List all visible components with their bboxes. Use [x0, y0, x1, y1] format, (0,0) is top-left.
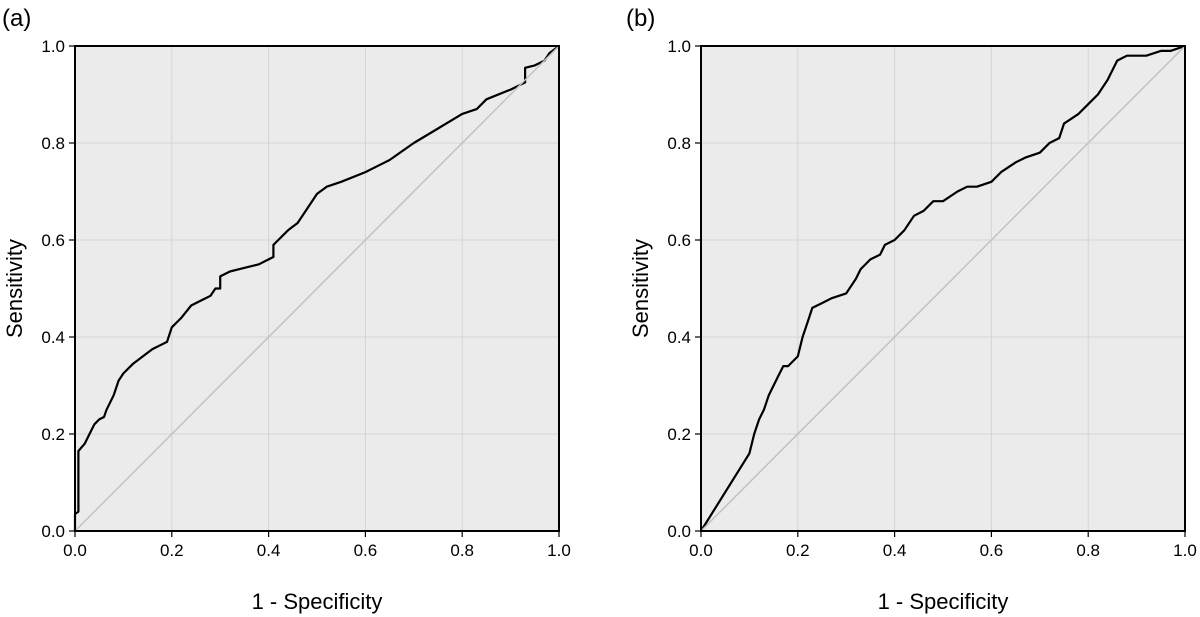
y-tick-label: 0.8	[41, 134, 65, 153]
panel-label: (b)	[626, 5, 655, 32]
x-tick-label: 0.2	[786, 541, 810, 560]
x-tick-label: 0.0	[63, 541, 87, 560]
roc-curve	[73, 45, 560, 531]
y-tick-label: 1.0	[41, 37, 65, 56]
y-tick-label: 0.6	[41, 231, 65, 250]
reference-line	[700, 45, 1186, 532]
y-tick-label: 0.0	[41, 522, 65, 541]
y-tick-label: 0.2	[41, 425, 65, 444]
x-tick-label: 0.4	[257, 541, 281, 560]
x-tick-label: 0.6	[980, 541, 1004, 560]
x-axis-label: 1 - Specificity	[252, 589, 383, 614]
y-tick-label: 0.2	[667, 425, 691, 444]
y-axis-label: Sensitivity	[2, 239, 27, 338]
y-tick-label: 0.0	[667, 522, 691, 541]
plot-frame	[700, 45, 1186, 532]
x-axis-label: 1 - Specificity	[878, 589, 1009, 614]
panel-label: (a)	[2, 5, 31, 32]
panel-b: 0.0 0.2 0.4 0.6 0.8 1.0 0.0 0.2 0.4 0.6 0.8 1.0 1 - …	[626, 5, 1197, 614]
plot-frame	[74, 45, 560, 532]
x-tick-label: 0.6	[354, 541, 378, 560]
x-tick-label: 1.0	[547, 541, 571, 560]
x-tick-label: 0.8	[450, 541, 474, 560]
reference-line	[74, 45, 560, 532]
x-tick-label: 0.8	[1076, 541, 1100, 560]
y-tick-label: 0.6	[667, 231, 691, 250]
y-tick-label: 0.4	[41, 328, 65, 347]
y-tick-label: 1.0	[667, 37, 691, 56]
y-tick-label: 0.8	[667, 134, 691, 153]
x-tick-label: 0.4	[883, 541, 907, 560]
x-tick-label: 0.0	[689, 541, 713, 560]
panel-a: 0.0 0.2 0.4 0.6 0.8 1.0 0.0 0.2 0.4 0.6 0.8 1.0 1 - …	[2, 5, 571, 614]
x-tick-label: 1.0	[1173, 541, 1197, 560]
x-tick-label: 0.2	[160, 541, 184, 560]
roc-curve	[700, 44, 1186, 532]
y-tick-label: 0.4	[667, 328, 691, 347]
y-axis-label: Sensitivity	[628, 239, 653, 338]
